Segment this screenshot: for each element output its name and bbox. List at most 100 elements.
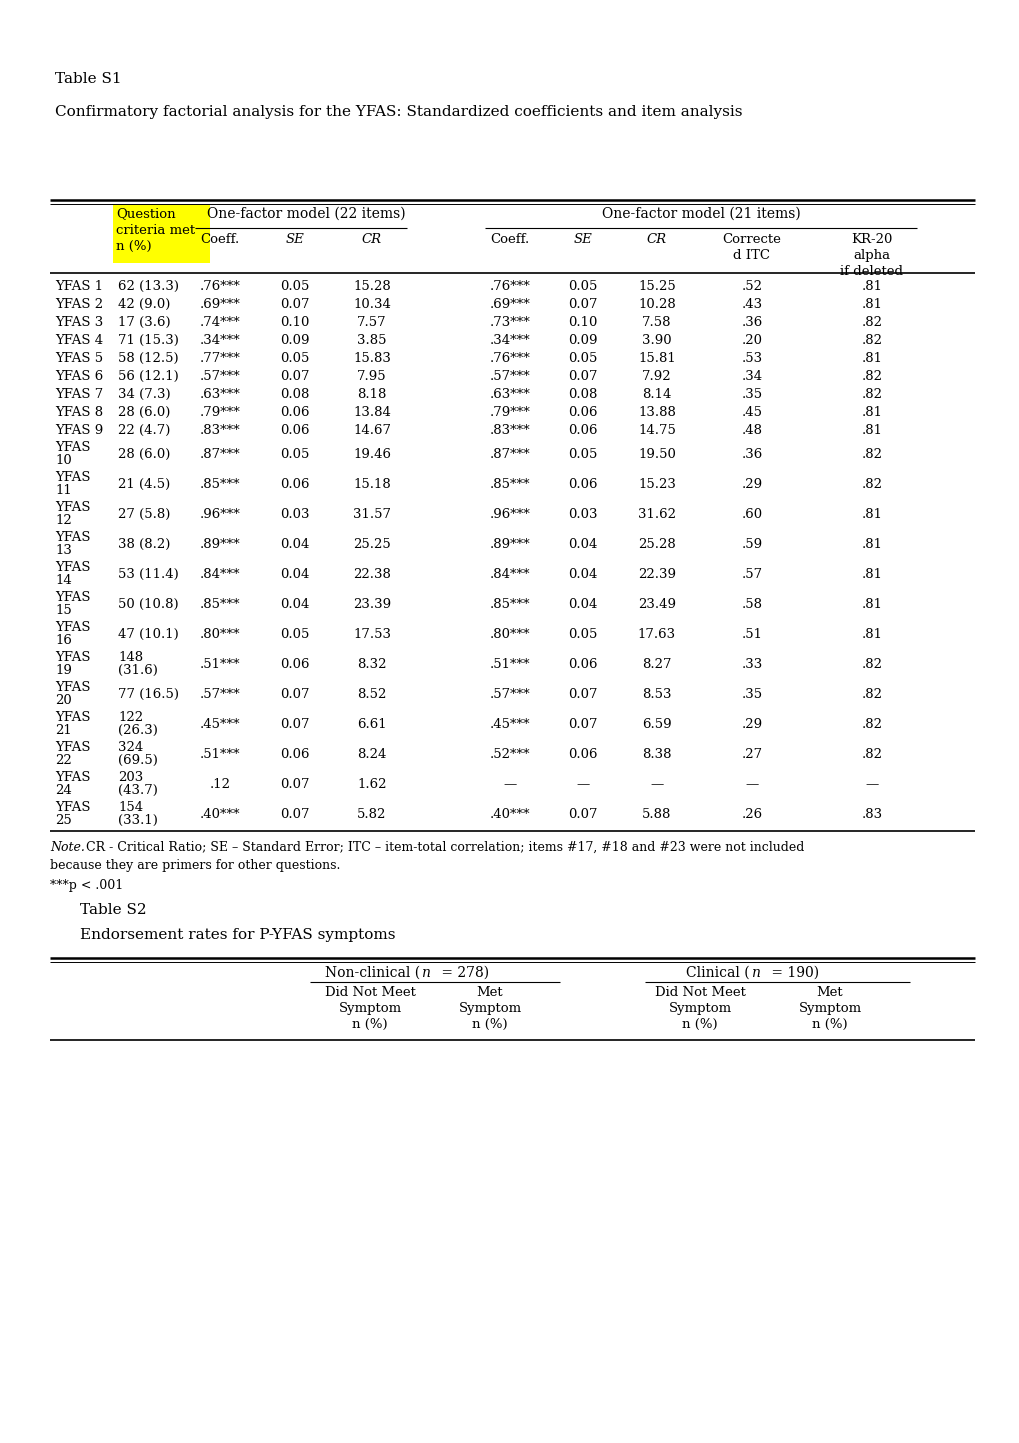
Text: 0.06: 0.06 [568, 424, 597, 437]
Text: .84***: .84*** [489, 569, 530, 582]
Text: .87***: .87*** [200, 447, 240, 460]
Text: CR - Critical Ratio; SE – Standard Error; ITC – item-total correlation; items #1: CR - Critical Ratio; SE – Standard Error… [82, 841, 804, 854]
Text: (31.6): (31.6) [118, 664, 158, 677]
Text: .87***: .87*** [489, 447, 530, 460]
Text: .96***: .96*** [200, 508, 240, 521]
Text: .82: .82 [861, 333, 881, 346]
Text: YFAS: YFAS [55, 442, 91, 455]
Text: 6.61: 6.61 [357, 719, 386, 732]
Text: 0.06: 0.06 [280, 658, 310, 671]
Text: 28 (6.0): 28 (6.0) [118, 447, 170, 460]
Text: 0.05: 0.05 [568, 352, 597, 365]
Text: YFAS 5: YFAS 5 [55, 352, 103, 365]
Text: .81: .81 [861, 405, 881, 418]
Text: YFAS 6: YFAS 6 [55, 369, 103, 382]
Text: YFAS 7: YFAS 7 [55, 388, 103, 401]
Text: Clinical (: Clinical ( [686, 965, 749, 980]
Text: 71 (15.3): 71 (15.3) [118, 333, 178, 346]
Text: 13: 13 [55, 544, 71, 557]
Text: 0.07: 0.07 [280, 299, 310, 312]
Text: 28 (6.0): 28 (6.0) [118, 405, 170, 418]
Text: .40***: .40*** [489, 808, 530, 821]
Text: .82: .82 [861, 688, 881, 701]
Text: 8.14: 8.14 [642, 388, 672, 401]
Text: —: — [576, 778, 589, 791]
Text: .36: .36 [741, 316, 762, 329]
Text: 10: 10 [55, 455, 71, 468]
Text: 7.58: 7.58 [642, 316, 672, 329]
Text: 8.27: 8.27 [642, 658, 672, 671]
Text: .52***: .52*** [489, 747, 530, 760]
Text: YFAS: YFAS [55, 470, 91, 483]
Text: 14: 14 [55, 574, 71, 587]
Text: .45: .45 [741, 405, 762, 418]
Text: .83***: .83*** [200, 424, 240, 437]
Text: .83***: .83*** [489, 424, 530, 437]
Text: (43.7): (43.7) [118, 784, 158, 797]
Text: 23.39: 23.39 [353, 597, 390, 610]
Text: .76***: .76*** [489, 352, 530, 365]
Text: 13.84: 13.84 [353, 405, 390, 418]
Text: .82: .82 [861, 747, 881, 760]
Text: 25.25: 25.25 [353, 538, 390, 551]
Text: 53 (11.4): 53 (11.4) [118, 569, 178, 582]
Text: .57***: .57*** [200, 369, 240, 382]
Text: .36: .36 [741, 447, 762, 460]
Text: 0.07: 0.07 [568, 688, 597, 701]
Text: .79***: .79*** [489, 405, 530, 418]
Text: —: — [745, 778, 758, 791]
Text: 50 (10.8): 50 (10.8) [118, 597, 178, 610]
Text: .63***: .63*** [200, 388, 240, 401]
Text: 3.90: 3.90 [642, 333, 672, 346]
Text: 0.07: 0.07 [280, 808, 310, 821]
Text: 7.57: 7.57 [357, 316, 386, 329]
Text: 0.10: 0.10 [568, 316, 597, 329]
Text: 148: 148 [118, 651, 143, 664]
Text: .52: .52 [741, 280, 762, 293]
Text: 8.24: 8.24 [357, 747, 386, 760]
Text: .58: .58 [741, 597, 762, 610]
Text: (26.3): (26.3) [118, 724, 158, 737]
Text: .81: .81 [861, 538, 881, 551]
Text: 12: 12 [55, 514, 71, 527]
Text: 47 (10.1): 47 (10.1) [118, 628, 178, 641]
Text: 5.82: 5.82 [357, 808, 386, 821]
Text: .81: .81 [861, 569, 881, 582]
Text: .45***: .45*** [489, 719, 530, 732]
Text: 1.62: 1.62 [357, 778, 386, 791]
Text: One-factor model (21 items): One-factor model (21 items) [601, 206, 800, 221]
Text: 19.46: 19.46 [353, 447, 390, 460]
Text: 5.88: 5.88 [642, 808, 672, 821]
Text: —: — [503, 778, 516, 791]
Text: Confirmatory factorial analysis for the YFAS: Standardized coefficients and item: Confirmatory factorial analysis for the … [55, 105, 742, 118]
Text: YFAS: YFAS [55, 501, 91, 514]
Text: Did Not Meet
Symptom
n (%): Did Not Meet Symptom n (%) [654, 986, 745, 1030]
Text: .83: .83 [861, 808, 881, 821]
Text: .82: .82 [861, 658, 881, 671]
Text: .76***: .76*** [489, 280, 530, 293]
Text: 0.06: 0.06 [280, 478, 310, 491]
Text: 16: 16 [55, 633, 71, 646]
Text: .48: .48 [741, 424, 762, 437]
Text: 3.85: 3.85 [357, 333, 386, 346]
Text: 0.06: 0.06 [568, 658, 597, 671]
Text: 0.07: 0.07 [568, 719, 597, 732]
Text: 13.88: 13.88 [638, 405, 676, 418]
Text: 31.57: 31.57 [353, 508, 390, 521]
Text: YFAS: YFAS [55, 592, 91, 605]
Text: .29: .29 [741, 478, 762, 491]
Text: .77***: .77*** [200, 352, 240, 365]
Text: .80***: .80*** [200, 628, 240, 641]
Text: 22.39: 22.39 [637, 569, 676, 582]
Text: 31.62: 31.62 [637, 508, 676, 521]
Text: YFAS: YFAS [55, 771, 91, 784]
Text: —: — [864, 778, 877, 791]
Text: 0.07: 0.07 [568, 808, 597, 821]
Text: n: n [421, 965, 429, 980]
Text: 0.05: 0.05 [280, 447, 310, 460]
Text: 42 (9.0): 42 (9.0) [118, 299, 170, 312]
Text: 58 (12.5): 58 (12.5) [118, 352, 178, 365]
Text: 14.67: 14.67 [353, 424, 390, 437]
Text: .57***: .57*** [489, 688, 530, 701]
Text: Table S1: Table S1 [55, 72, 121, 87]
